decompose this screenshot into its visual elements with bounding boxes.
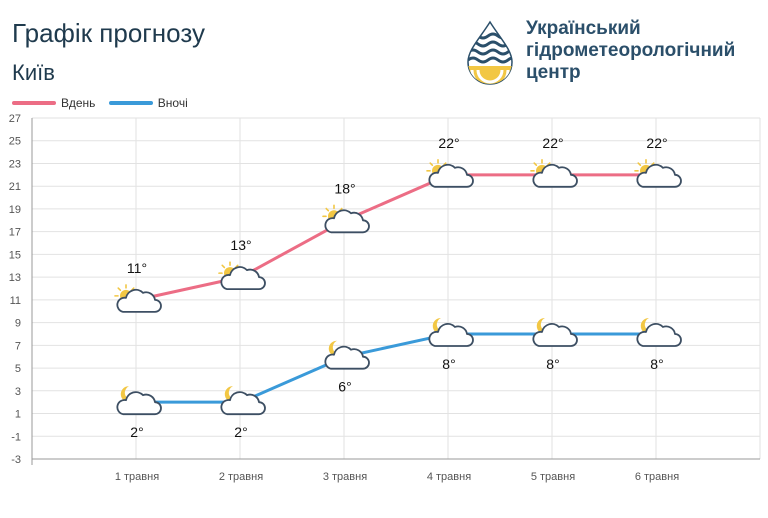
sun-cloud-icon — [530, 159, 578, 188]
sun-cloud-icon — [322, 204, 370, 234]
data-label-day: 13° — [230, 237, 251, 253]
legend-item-day[interactable]: Вдень — [12, 96, 95, 110]
moon-cloud-icon — [532, 317, 578, 347]
y-tick-label: 27 — [9, 113, 21, 125]
cloud-shape — [636, 163, 682, 188]
moon-cloud-icon — [636, 317, 682, 347]
sun-ray — [221, 264, 226, 269]
data-label-night: 8° — [546, 356, 559, 372]
y-tick-label: 21 — [9, 181, 21, 193]
y-tick-label: 1 — [15, 409, 21, 421]
y-tick-label: 15 — [9, 249, 21, 261]
moon-crescent — [432, 317, 447, 334]
y-tick-label: 5 — [15, 363, 21, 375]
cloud-shape — [428, 323, 474, 347]
cloud-shape — [636, 323, 682, 347]
logo: Український гідрометеорологічний центр — [462, 18, 762, 88]
y-tick-label: -1 — [11, 431, 21, 443]
y-tick-label: 23 — [9, 158, 21, 170]
y-tick-label: 9 — [15, 318, 21, 330]
data-label-day: 18° — [334, 180, 355, 196]
city-name: Київ — [12, 60, 55, 85]
logo-line-2: гідрометеорологічний — [526, 40, 736, 61]
cloud-shape — [324, 209, 370, 234]
sun-ray — [637, 162, 642, 166]
moon-cloud-icon — [428, 317, 474, 347]
page-title: Графік прогнозу — [12, 18, 205, 48]
y-tick-label: 17 — [9, 227, 21, 239]
cloud-shape — [220, 266, 266, 291]
sun-ray — [429, 162, 434, 166]
data-label-day: 22° — [438, 135, 459, 151]
y-tick-label: 19 — [9, 204, 21, 216]
sun-cloud-icon — [634, 159, 682, 188]
moon-crescent — [120, 386, 135, 403]
sun-cloud-icon — [114, 284, 162, 313]
moon-cloud-icon — [220, 386, 266, 416]
legend-label-day: Вдень — [61, 96, 96, 110]
sun-ray — [117, 287, 122, 292]
logo-text: Український гідрометеорологічний центр — [526, 18, 735, 84]
data-label-day: 22° — [542, 135, 563, 151]
sun-cloud-icon — [218, 261, 266, 291]
x-tick-label: 1 травня — [115, 471, 159, 483]
cloud-shape — [324, 345, 370, 370]
moon-crescent — [536, 317, 551, 334]
cloud-shape — [428, 163, 474, 188]
y-tick-label: 11 — [10, 295, 21, 307]
y-tick-label: 25 — [9, 136, 21, 148]
x-tick-label: 6 травня — [635, 471, 679, 483]
moon-crescent — [224, 386, 239, 403]
y-tick-label: -3 — [11, 454, 21, 466]
logo-line-1: Український — [526, 18, 641, 39]
series-line-day — [136, 173, 657, 302]
legend-label-night: Вночі — [157, 96, 188, 110]
sun-ray — [325, 207, 330, 212]
x-tick-label: 5 травня — [531, 471, 575, 483]
data-label-night: 6° — [338, 379, 351, 395]
data-label-night: 8° — [650, 356, 663, 372]
y-tick-label: 7 — [15, 340, 21, 352]
data-label-day: 22° — [646, 135, 667, 151]
hydromet-drop-logo-icon — [467, 20, 513, 85]
moon-crescent — [640, 317, 655, 334]
x-tick-label: 3 травня — [323, 471, 367, 483]
data-label-day: 11° — [127, 260, 147, 276]
x-tick-label: 2 травня — [219, 471, 263, 483]
cloud-shape — [116, 288, 162, 313]
legend-swatch-night — [108, 101, 153, 105]
moon-cloud-icon — [116, 386, 162, 416]
data-label-night: 2° — [130, 424, 143, 440]
data-label-night: 2° — [234, 424, 247, 440]
x-tick-label: 4 травня — [427, 471, 471, 483]
legend-swatch-day — [12, 101, 56, 105]
y-tick-label: 3 — [15, 386, 21, 398]
y-tick-label: 13 — [9, 272, 21, 284]
cloud-shape — [532, 163, 578, 188]
cloud-shape — [220, 391, 266, 416]
sun-cloud-icon — [426, 159, 474, 188]
moon-crescent — [328, 340, 343, 357]
chart-legend: Вдень Вночі — [12, 94, 198, 110]
logo-line-3: центр — [526, 62, 581, 83]
legend-item-night[interactable]: Вночі — [108, 96, 188, 110]
moon-cloud-icon — [324, 340, 370, 370]
data-label-night: 8° — [442, 356, 455, 372]
sun-ray — [533, 162, 538, 166]
cloud-shape — [532, 323, 578, 347]
cloud-shape — [116, 391, 162, 416]
